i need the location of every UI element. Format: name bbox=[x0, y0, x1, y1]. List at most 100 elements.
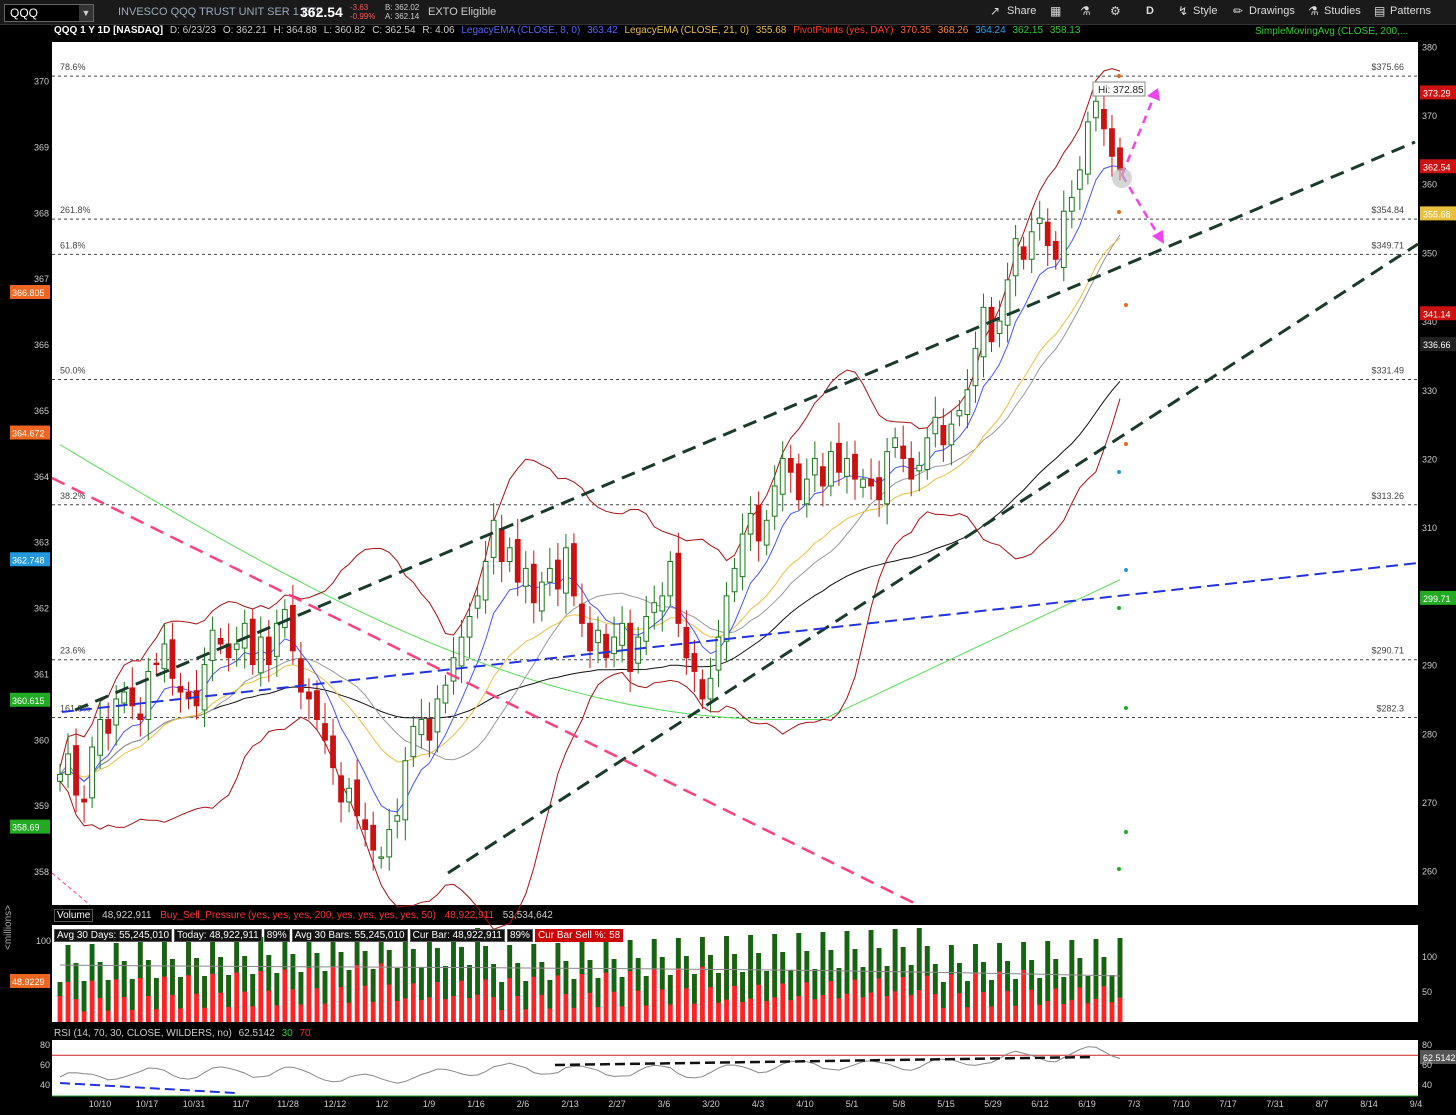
left-price-tag bbox=[10, 425, 50, 440]
bsp-label[interactable]: Buy_Sell_Pressure (yes, yes, yes, 200, y… bbox=[160, 910, 436, 921]
last-price: 362.54 bbox=[300, 4, 343, 20]
candle-body bbox=[73, 745, 79, 796]
pivot-label[interactable]: PivotPoints (yes, DAY) bbox=[793, 25, 894, 36]
volume-bar-buy bbox=[1109, 975, 1115, 1003]
bsp-value-2: 53,534,642 bbox=[502, 910, 553, 921]
share-button[interactable]: Share bbox=[1007, 5, 1037, 17]
sma-label[interactable]: SimpleMovingAvg (CLOSE, 200,... bbox=[1255, 26, 1409, 37]
patterns-icon[interactable]: ▤ bbox=[1374, 4, 1386, 18]
volume-bar-buy bbox=[924, 946, 930, 976]
candle-body bbox=[1109, 128, 1115, 157]
gear-icon[interactable]: ⚙ bbox=[1110, 4, 1121, 18]
fib-price-label: $349.71 bbox=[1371, 240, 1404, 250]
right-tick-label: 330 bbox=[1422, 386, 1437, 396]
volume-bar-buy bbox=[145, 960, 151, 996]
studies-button[interactable]: Studies bbox=[1324, 5, 1361, 17]
candle-body bbox=[1044, 221, 1051, 247]
x-axis-label: 5/1 bbox=[846, 1099, 859, 1109]
volume-bar-buy bbox=[1005, 961, 1010, 991]
candle-body bbox=[659, 595, 666, 612]
volume-label[interactable]: Volume bbox=[54, 909, 94, 922]
pivot-dot bbox=[1124, 568, 1128, 572]
volume-bar-buy bbox=[1093, 939, 1099, 999]
candle-body bbox=[1093, 100, 1099, 119]
candle-body bbox=[273, 622, 280, 657]
patterns-button[interactable]: Patterns bbox=[1390, 5, 1431, 17]
rsi-tick-left: 80 bbox=[40, 1040, 50, 1050]
rsi-tick: 80 bbox=[1422, 1040, 1432, 1050]
candle-body bbox=[1020, 246, 1027, 260]
ema8-label[interactable]: LegacyEMA (CLOSE, 8, 0) bbox=[461, 25, 581, 36]
volume-bar-buy bbox=[892, 929, 898, 992]
fib-pct-label: 38.2% bbox=[60, 491, 86, 501]
volume-bar-buy bbox=[643, 976, 649, 1006]
chevron-down-icon[interactable]: ▼ bbox=[79, 5, 93, 21]
volume-bar-buy bbox=[137, 942, 143, 978]
x-axis-label: 11/28 bbox=[277, 1099, 299, 1109]
candle-body bbox=[771, 485, 778, 517]
rsi-label[interactable]: RSI (14, 70, 30, CLOSE, WILDERS, no) bbox=[54, 1028, 232, 1039]
volume-bar-sell bbox=[234, 938, 240, 1022]
pink-trendline bbox=[51, 476, 919, 907]
left-price-tag-text: 360.615 bbox=[12, 696, 45, 706]
drawings-button[interactable]: Drawings bbox=[1249, 5, 1295, 17]
style-icon[interactable]: ↯ bbox=[1178, 4, 1189, 18]
fib-price-label: $313.26 bbox=[1371, 491, 1404, 501]
studies-icon[interactable]: ⚗ bbox=[1308, 4, 1319, 18]
x-axis-label: 4/10 bbox=[796, 1099, 814, 1109]
candle-body bbox=[619, 622, 626, 646]
volume-bar-sell bbox=[410, 949, 416, 1022]
volume-bar-buy bbox=[523, 981, 529, 1010]
volume-bar-buy bbox=[900, 947, 906, 977]
volume-bar-sell bbox=[65, 945, 71, 1022]
right-tick-label: 350 bbox=[1422, 248, 1437, 258]
candle-body bbox=[233, 643, 240, 650]
volume-average-line bbox=[59, 964, 1121, 977]
right-price-tag bbox=[1420, 206, 1456, 221]
style-button[interactable]: Style bbox=[1193, 5, 1218, 17]
candle-body bbox=[161, 643, 168, 670]
volume-bar-buy bbox=[812, 969, 818, 1000]
bid-value: B: 362.02 bbox=[385, 3, 420, 12]
volume-bar-buy bbox=[692, 974, 697, 1004]
volume-bar-buy bbox=[916, 928, 922, 991]
pink-small-line bbox=[51, 872, 91, 906]
flask-icon[interactable]: ⚗ bbox=[1080, 4, 1091, 18]
pencil-icon[interactable]: ✏ bbox=[1233, 4, 1244, 18]
candle-body bbox=[900, 445, 907, 459]
volume-bar-buy bbox=[876, 948, 882, 979]
candle-body bbox=[354, 779, 361, 817]
symbol-input[interactable]: QQQ ▼ bbox=[4, 4, 94, 22]
right-price-tag bbox=[1420, 337, 1456, 352]
left-tick-label: 368 bbox=[34, 208, 49, 218]
share-icon[interactable]: ↗ bbox=[990, 4, 1001, 18]
volume-bar-buy bbox=[202, 976, 207, 1008]
candle-body bbox=[418, 719, 425, 736]
candle-body bbox=[314, 690, 320, 721]
info-range: R: 4.06 bbox=[422, 25, 455, 36]
x-axis-label: 11/7 bbox=[233, 1099, 250, 1109]
volume-bar-buy bbox=[1029, 960, 1035, 990]
right-tick-label: 340 bbox=[1422, 317, 1437, 327]
volume-axis-label: <millions> bbox=[3, 904, 14, 950]
volume-bar-buy bbox=[1045, 941, 1051, 1001]
volume-bar-sell bbox=[378, 932, 384, 1022]
volume-bar-buy bbox=[418, 967, 424, 1000]
right-price-tag bbox=[1420, 1050, 1456, 1064]
volume-bar-sell bbox=[531, 944, 537, 1022]
volume-bar-buy bbox=[121, 961, 127, 997]
candle-body bbox=[281, 609, 288, 628]
layout-icon[interactable]: ▦ bbox=[1050, 4, 1062, 18]
volume-bar-buy bbox=[338, 952, 344, 987]
volume-bar-sell bbox=[651, 939, 657, 1022]
volume-bar-buy bbox=[1021, 942, 1027, 970]
timeframe-button[interactable]: D bbox=[1146, 5, 1154, 17]
today-volume: Today: 48,922,911 bbox=[174, 929, 262, 942]
pivot-value-4: 362.15 bbox=[1012, 25, 1044, 36]
right-tick-label: 370 bbox=[1422, 111, 1437, 121]
candle-body bbox=[474, 595, 481, 609]
right-price-tag-text: 373.29 bbox=[1423, 88, 1451, 98]
volume-bar-sell bbox=[973, 944, 978, 1022]
ema21-label[interactable]: LegacyEMA (CLOSE, 21, 0) bbox=[624, 25, 749, 36]
